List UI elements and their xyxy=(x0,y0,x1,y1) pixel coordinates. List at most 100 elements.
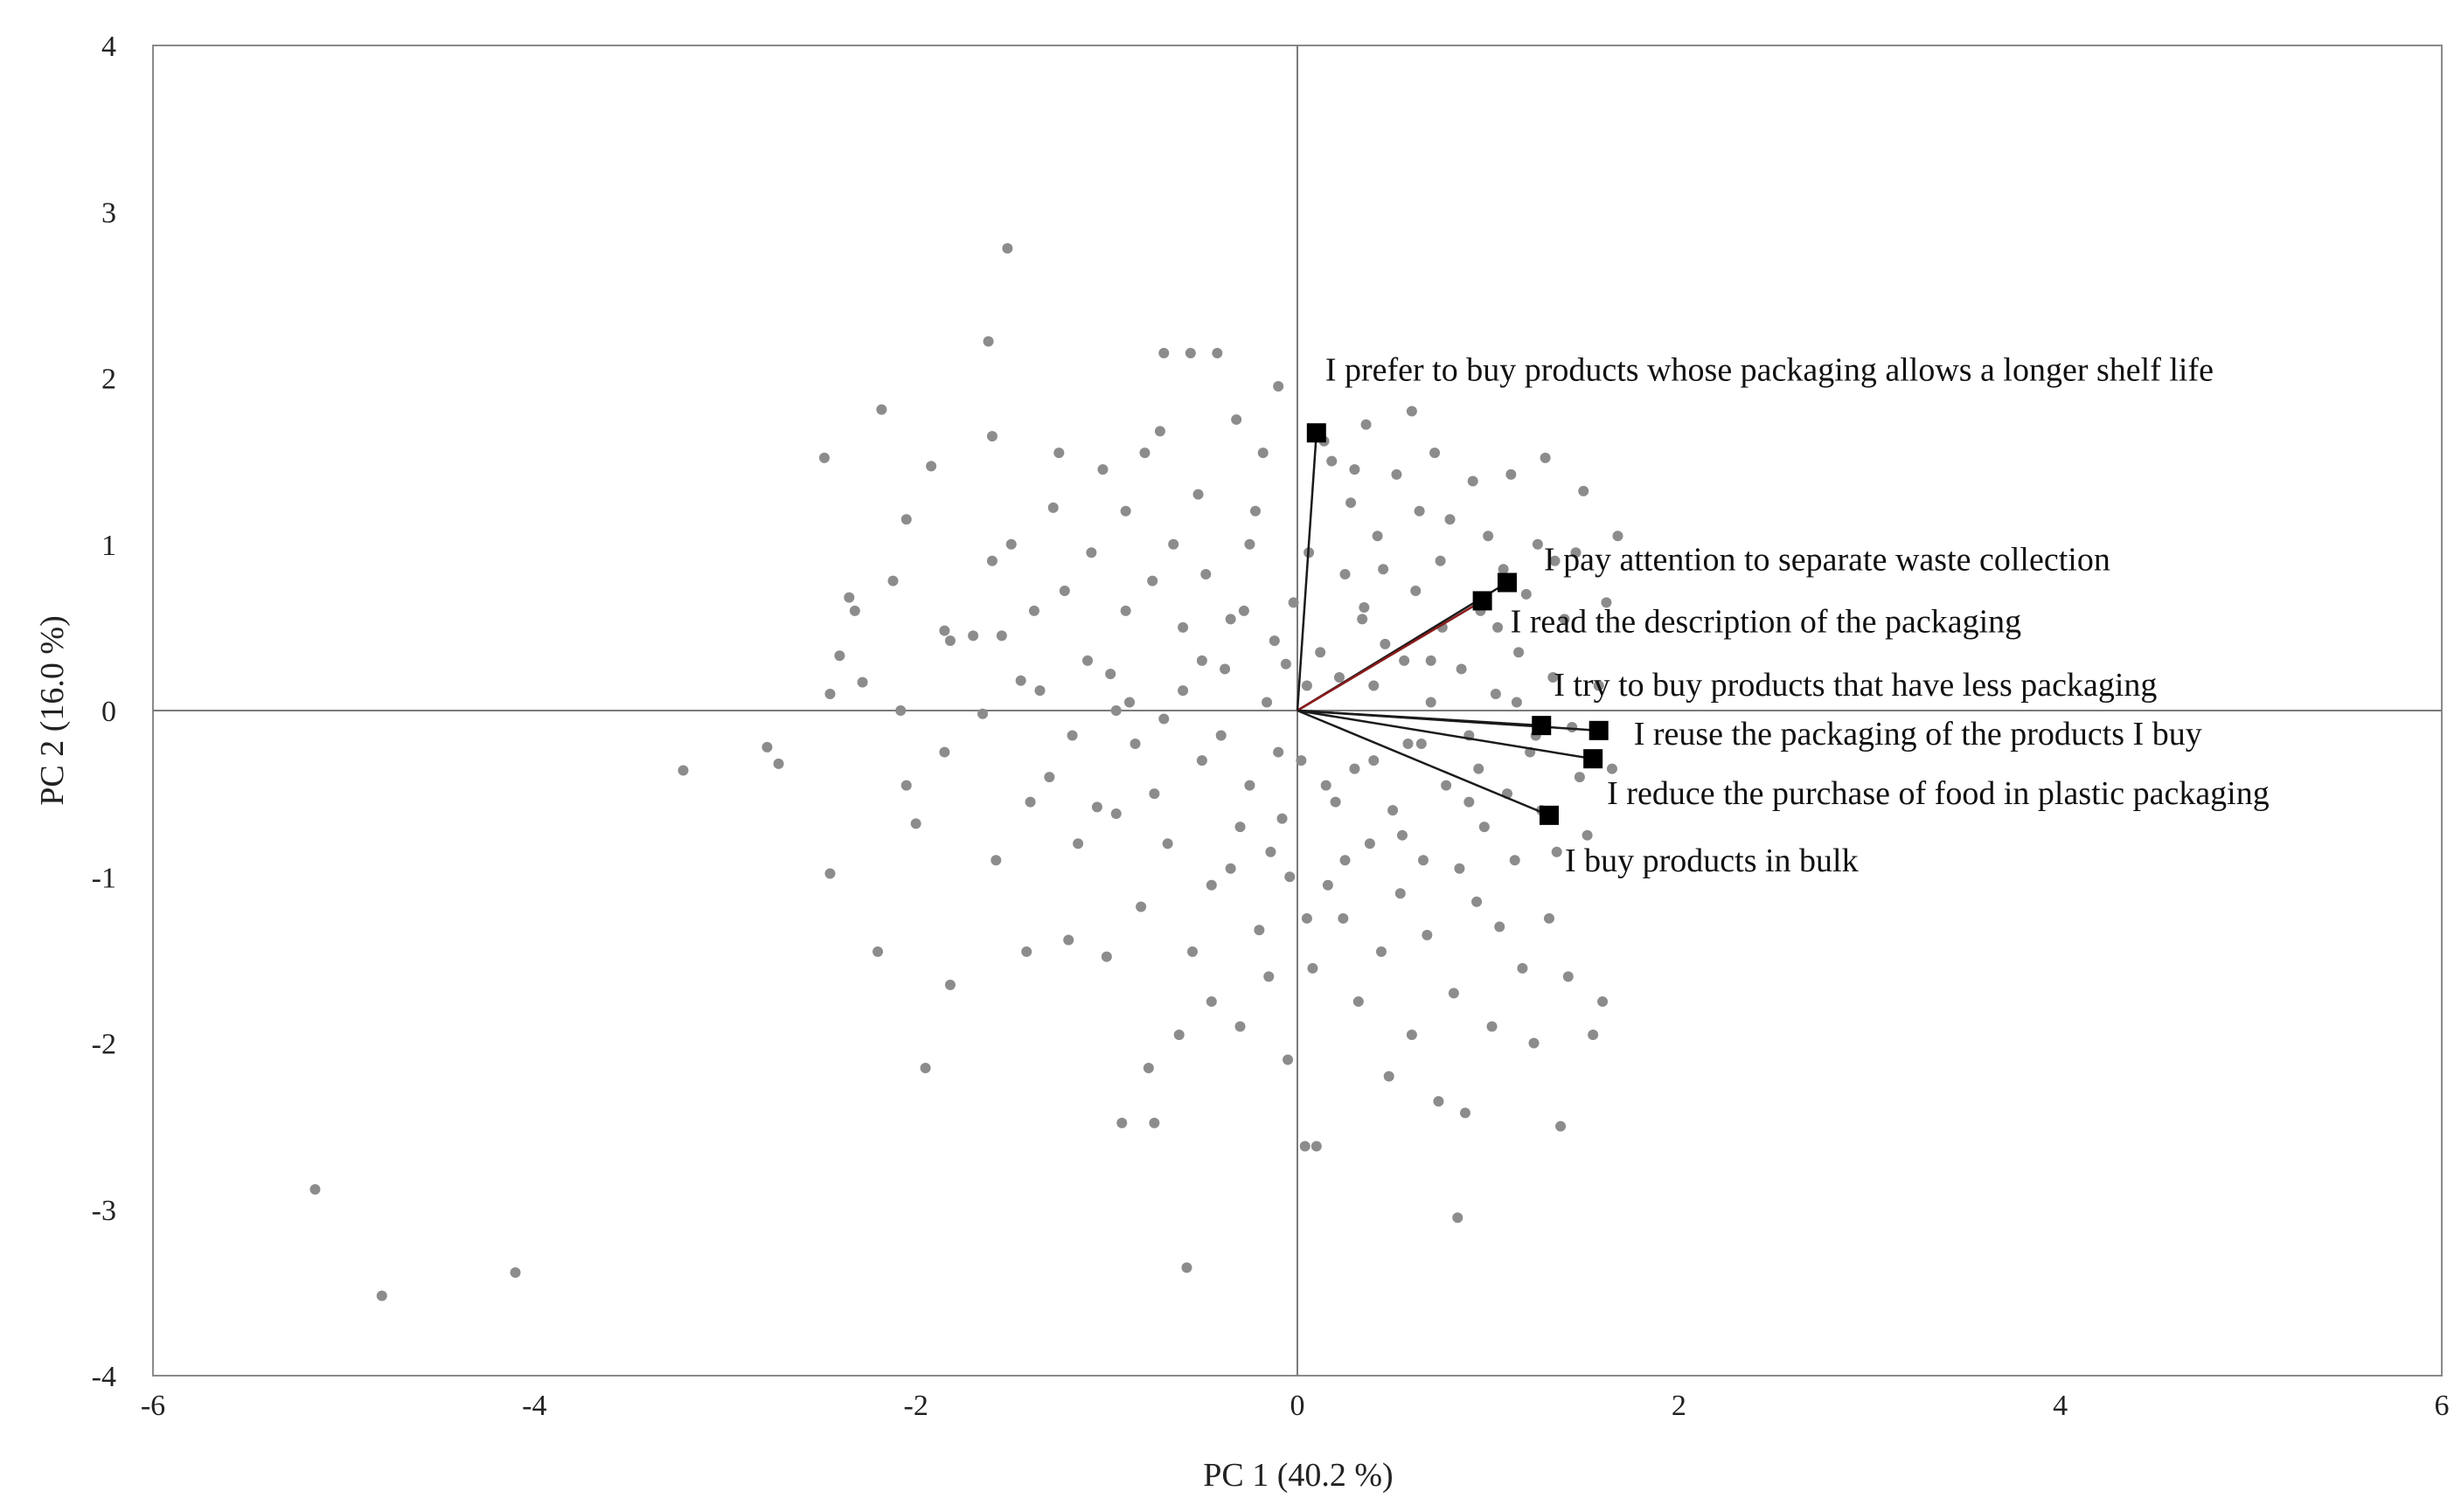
observation-point xyxy=(1444,514,1456,525)
observation-point xyxy=(1301,912,1312,924)
observation-point xyxy=(1257,447,1269,459)
observation-point xyxy=(1097,464,1109,475)
observation-point xyxy=(991,855,1002,866)
observation-point xyxy=(1283,1054,1294,1065)
observation-point xyxy=(1593,680,1604,691)
observation-point xyxy=(1206,995,1217,1007)
y-tick-label: 4 xyxy=(101,31,116,63)
observation-point xyxy=(1162,838,1173,850)
observation-point xyxy=(1606,763,1617,774)
y-tick-label: -4 xyxy=(92,1361,116,1393)
observation-point xyxy=(1368,755,1380,766)
observation-point xyxy=(872,946,884,957)
observation-point xyxy=(1486,1021,1498,1032)
observation-point xyxy=(1549,555,1561,566)
observation-point xyxy=(1276,813,1288,824)
observation-point xyxy=(1597,995,1609,1007)
observation-point xyxy=(1339,855,1351,866)
observation-point xyxy=(1543,912,1554,924)
observation-point xyxy=(1582,829,1593,841)
observation-point xyxy=(900,780,912,791)
observation-point xyxy=(1555,1120,1567,1132)
observation-point xyxy=(1612,531,1623,542)
observation-point xyxy=(1059,586,1070,597)
loading-marker xyxy=(1306,423,1326,443)
observation-point xyxy=(1120,505,1131,517)
observation-point xyxy=(1215,730,1227,741)
observation-point xyxy=(1517,962,1528,974)
observation-point xyxy=(773,758,784,769)
observation-point xyxy=(1234,822,1246,833)
observation-point xyxy=(1349,464,1360,475)
observation-point xyxy=(1002,243,1013,254)
observation-point xyxy=(986,555,998,566)
observation-point xyxy=(1339,568,1351,579)
observation-point xyxy=(1588,1029,1599,1040)
observation-point xyxy=(1601,597,1612,608)
observation-point xyxy=(1414,505,1425,517)
observation-point xyxy=(678,765,689,776)
x-tick-label: 2 xyxy=(1672,1390,1686,1422)
observation-point xyxy=(1498,564,1509,575)
y-tick-label: -2 xyxy=(92,1029,116,1061)
observation-point xyxy=(939,625,950,636)
observation-point xyxy=(977,708,989,719)
observation-point xyxy=(1110,808,1122,819)
observation-point xyxy=(1143,1063,1154,1074)
observation-point xyxy=(1333,671,1345,683)
loading-labels: I prefer to buy products whose packaging… xyxy=(1325,351,2270,879)
observation-point xyxy=(1417,855,1429,866)
observation-point xyxy=(1391,468,1402,480)
observation-point xyxy=(1448,988,1459,999)
observation-point xyxy=(1326,455,1338,467)
observation-point xyxy=(1511,697,1522,708)
observation-point xyxy=(1265,846,1276,857)
observation-point xyxy=(1225,863,1236,874)
observation-point xyxy=(1136,901,1147,912)
observation-point xyxy=(1192,489,1204,500)
observation-point xyxy=(1399,655,1410,666)
observation-point xyxy=(761,741,773,753)
observation-point xyxy=(1540,452,1551,463)
observation-point xyxy=(824,688,836,699)
observation-point xyxy=(1456,663,1467,675)
observation-point xyxy=(1124,697,1136,708)
loading-label: I reduce the purchase of food in plastic… xyxy=(1607,775,2270,812)
observation-point xyxy=(1231,414,1242,426)
observation-point xyxy=(1559,614,1570,625)
observation-point xyxy=(1262,697,1273,708)
observation-point xyxy=(1494,921,1505,933)
observation-point xyxy=(1380,638,1391,649)
observation-point xyxy=(1492,621,1504,633)
observation-point xyxy=(1574,772,1585,783)
observation-point xyxy=(895,705,907,716)
observation-point xyxy=(1254,925,1265,936)
x-tick-label: 0 xyxy=(1290,1390,1305,1422)
observation-point xyxy=(1154,426,1165,437)
loading-label: I buy products in bulk xyxy=(1565,843,1859,879)
observation-point xyxy=(1158,713,1170,725)
observation-point xyxy=(1349,763,1360,774)
observation-point xyxy=(926,461,937,472)
observation-point xyxy=(1244,538,1255,550)
observation-point xyxy=(1490,688,1501,699)
observation-point xyxy=(510,1267,521,1279)
observation-point xyxy=(1025,796,1036,808)
observation-point xyxy=(1364,838,1375,850)
observation-point xyxy=(1105,669,1116,680)
observation-point xyxy=(1250,505,1262,517)
observation-point xyxy=(1478,822,1490,833)
observation-point xyxy=(1402,739,1414,750)
observation-point xyxy=(1028,605,1039,616)
loading-markers xyxy=(1306,423,1609,825)
observation-point xyxy=(1067,730,1078,741)
observation-point xyxy=(1073,838,1084,850)
observation-point xyxy=(1178,685,1189,697)
observation-point xyxy=(1200,568,1212,579)
observation-point xyxy=(1021,946,1032,957)
observation-point xyxy=(818,452,830,463)
observation-point xyxy=(376,1290,387,1301)
observation-point xyxy=(1269,635,1280,647)
loading-marker xyxy=(1588,720,1609,740)
